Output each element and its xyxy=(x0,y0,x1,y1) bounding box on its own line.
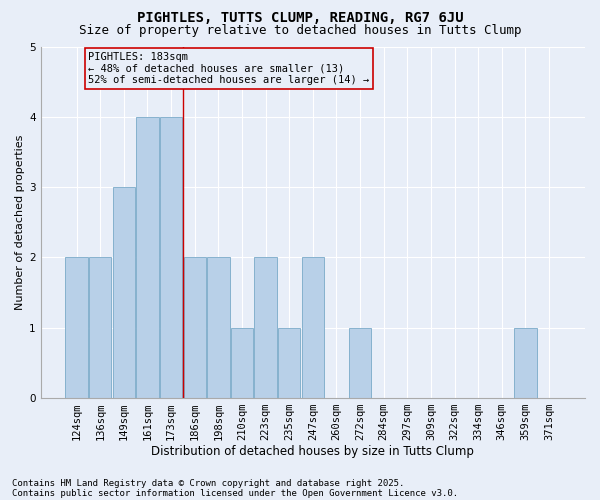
Bar xyxy=(514,328,536,398)
Bar xyxy=(231,328,253,398)
Bar xyxy=(302,258,324,398)
Bar xyxy=(254,258,277,398)
X-axis label: Distribution of detached houses by size in Tutts Clump: Distribution of detached houses by size … xyxy=(151,444,474,458)
Bar xyxy=(207,258,230,398)
Bar xyxy=(349,328,371,398)
Bar xyxy=(136,117,158,398)
Bar xyxy=(160,117,182,398)
Text: Contains HM Land Registry data © Crown copyright and database right 2025.: Contains HM Land Registry data © Crown c… xyxy=(12,478,404,488)
Bar xyxy=(113,187,135,398)
Text: Size of property relative to detached houses in Tutts Clump: Size of property relative to detached ho… xyxy=(79,24,521,37)
Bar xyxy=(278,328,301,398)
Text: Contains public sector information licensed under the Open Government Licence v3: Contains public sector information licen… xyxy=(12,488,458,498)
Bar xyxy=(65,258,88,398)
Text: PIGHTLES: 183sqm
← 48% of detached houses are smaller (13)
52% of semi-detached : PIGHTLES: 183sqm ← 48% of detached house… xyxy=(88,52,370,86)
Y-axis label: Number of detached properties: Number of detached properties xyxy=(15,134,25,310)
Bar xyxy=(89,258,112,398)
Text: PIGHTLES, TUTTS CLUMP, READING, RG7 6JU: PIGHTLES, TUTTS CLUMP, READING, RG7 6JU xyxy=(137,11,463,25)
Bar xyxy=(184,258,206,398)
